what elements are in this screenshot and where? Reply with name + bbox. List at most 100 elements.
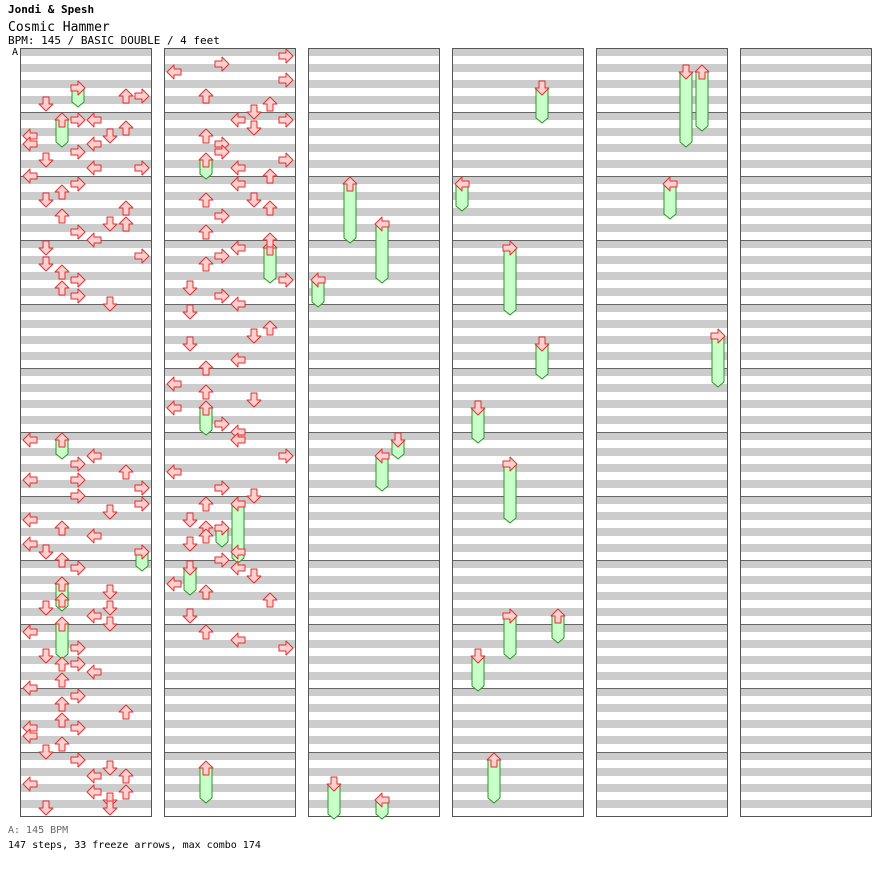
beat-stripe — [308, 416, 440, 424]
beat-stripe — [740, 64, 872, 72]
up-arrow — [198, 88, 214, 104]
beat-stripe — [740, 192, 872, 200]
beat-stripe — [452, 336, 584, 344]
down-arrow — [182, 512, 198, 528]
beat-stripe — [308, 608, 440, 616]
beat-stripe — [740, 144, 872, 152]
beat-stripe — [452, 304, 584, 312]
right-arrow — [214, 288, 230, 304]
beat-stripe — [164, 432, 296, 440]
beat-stripe — [164, 720, 296, 728]
beat-stripe — [452, 80, 584, 88]
beat-stripe — [308, 208, 440, 216]
beat-stripe — [164, 304, 296, 312]
freeze-arrow-body — [711, 335, 725, 388]
right-arrow — [70, 288, 86, 304]
left-arrow — [22, 776, 38, 792]
chart-column — [20, 48, 152, 817]
left-arrow — [230, 560, 246, 576]
beat-stripe — [596, 576, 728, 584]
beat-stripe — [308, 544, 440, 552]
up-arrow — [198, 360, 214, 376]
beat-stripe — [596, 368, 728, 376]
beat-stripe — [308, 464, 440, 472]
beat-stripe — [596, 224, 728, 232]
beat-stripe — [20, 432, 152, 440]
up-arrow — [54, 592, 70, 608]
down-arrow — [246, 120, 262, 136]
beat-stripe — [452, 464, 584, 472]
chart-column — [596, 48, 728, 817]
beat-stripe — [308, 224, 440, 232]
left-arrow — [166, 576, 182, 592]
down-arrow — [38, 192, 54, 208]
beat-stripe — [308, 240, 440, 248]
beat-stripe — [596, 352, 728, 360]
beat-stripe — [20, 720, 152, 728]
beat-stripe — [308, 144, 440, 152]
left-arrow — [166, 464, 182, 480]
beat-stripe — [452, 480, 584, 488]
beat-stripe — [596, 720, 728, 728]
beat-stripe — [164, 672, 296, 680]
beat-stripe — [20, 592, 152, 600]
beat-stripe — [308, 80, 440, 88]
beat-stripe — [20, 112, 152, 120]
freeze-arrow-head — [214, 520, 230, 536]
up-arrow — [262, 320, 278, 336]
beat-stripe — [596, 656, 728, 664]
freeze-arrow-head — [534, 336, 550, 352]
up-arrow — [54, 520, 70, 536]
down-arrow — [102, 800, 118, 816]
beat-stripe — [596, 736, 728, 744]
beat-stripe — [740, 464, 872, 472]
down-arrow — [102, 296, 118, 312]
down-arrow — [182, 304, 198, 320]
down-arrow — [102, 760, 118, 776]
right-arrow — [70, 144, 86, 160]
down-arrow — [182, 336, 198, 352]
freeze-arrow-head — [374, 448, 390, 464]
beat-stripe — [20, 560, 152, 568]
beat-stripe — [20, 96, 152, 104]
beat-stripe — [20, 448, 152, 456]
beat-stripe — [164, 512, 296, 520]
beat-stripe — [308, 192, 440, 200]
beat-stripe — [164, 400, 296, 408]
up-arrow — [198, 128, 214, 144]
beat-stripe — [740, 720, 872, 728]
chart-column — [164, 48, 296, 817]
beat-stripe — [596, 160, 728, 168]
freeze-arrow-head — [54, 112, 70, 128]
beat-stripe — [20, 704, 152, 712]
down-arrow — [246, 328, 262, 344]
beat-stripe — [740, 480, 872, 488]
beat-stripe — [308, 496, 440, 504]
beat-stripe — [596, 432, 728, 440]
beat-stripe — [164, 736, 296, 744]
left-arrow — [230, 432, 246, 448]
beat-stripe — [740, 128, 872, 136]
up-arrow — [198, 496, 214, 512]
beat-stripe — [308, 672, 440, 680]
left-arrow — [22, 536, 38, 552]
beat-stripe — [452, 400, 584, 408]
left-arrow — [22, 432, 38, 448]
right-arrow — [278, 72, 294, 88]
left-arrow — [230, 296, 246, 312]
beat-stripe — [308, 624, 440, 632]
column-border — [164, 48, 296, 817]
up-arrow — [118, 784, 134, 800]
beat-stripe — [308, 784, 440, 792]
right-arrow — [214, 144, 230, 160]
beat-stripe — [452, 224, 584, 232]
beat-stripe — [20, 256, 152, 264]
beat-stripe — [452, 144, 584, 152]
down-arrow — [102, 504, 118, 520]
beat-stripe — [20, 640, 152, 648]
beat-stripe — [164, 288, 296, 296]
beat-stripe — [596, 176, 728, 184]
freeze-arrow-head — [54, 616, 70, 632]
freeze-arrow-head — [486, 752, 502, 768]
